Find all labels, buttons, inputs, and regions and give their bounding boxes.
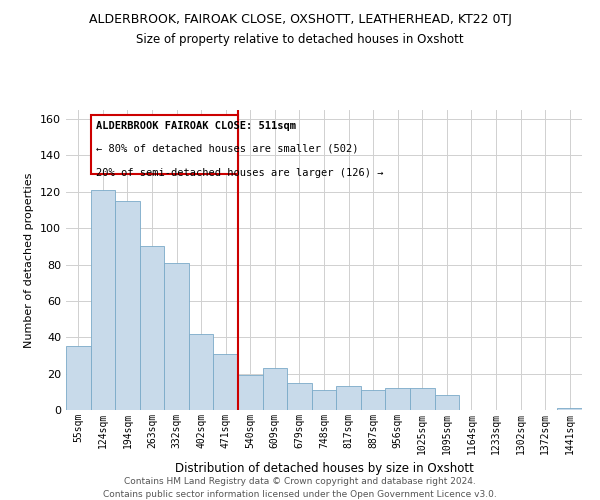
Bar bbox=[164, 262, 189, 410]
Bar bbox=[214, 354, 238, 410]
Text: Size of property relative to detached houses in Oxshott: Size of property relative to detached ho… bbox=[136, 32, 464, 46]
Bar bbox=[361, 390, 385, 410]
Text: ← 80% of detached houses are smaller (502): ← 80% of detached houses are smaller (50… bbox=[96, 144, 358, 154]
Bar bbox=[66, 346, 91, 410]
Bar bbox=[385, 388, 410, 410]
Text: 20% of semi-detached houses are larger (126) →: 20% of semi-detached houses are larger (… bbox=[96, 168, 383, 178]
Bar bbox=[189, 334, 214, 410]
Text: ALDERBROOK, FAIROAK CLOSE, OXSHOTT, LEATHERHEAD, KT22 0TJ: ALDERBROOK, FAIROAK CLOSE, OXSHOTT, LEAT… bbox=[89, 12, 511, 26]
Bar bbox=[140, 246, 164, 410]
Bar bbox=[410, 388, 434, 410]
Bar bbox=[91, 116, 238, 173]
Bar bbox=[238, 376, 263, 410]
Bar bbox=[434, 396, 459, 410]
Bar bbox=[336, 386, 361, 410]
Bar bbox=[91, 190, 115, 410]
Y-axis label: Number of detached properties: Number of detached properties bbox=[25, 172, 34, 348]
X-axis label: Distribution of detached houses by size in Oxshott: Distribution of detached houses by size … bbox=[175, 462, 473, 475]
Bar bbox=[115, 201, 140, 410]
Text: Contains HM Land Registry data © Crown copyright and database right 2024.: Contains HM Land Registry data © Crown c… bbox=[124, 478, 476, 486]
Bar bbox=[263, 368, 287, 410]
Text: Contains public sector information licensed under the Open Government Licence v3: Contains public sector information licen… bbox=[103, 490, 497, 499]
Text: ALDERBROOK FAIROAK CLOSE: 511sqm: ALDERBROOK FAIROAK CLOSE: 511sqm bbox=[96, 122, 296, 132]
Bar bbox=[312, 390, 336, 410]
Bar bbox=[557, 408, 582, 410]
Bar bbox=[287, 382, 312, 410]
